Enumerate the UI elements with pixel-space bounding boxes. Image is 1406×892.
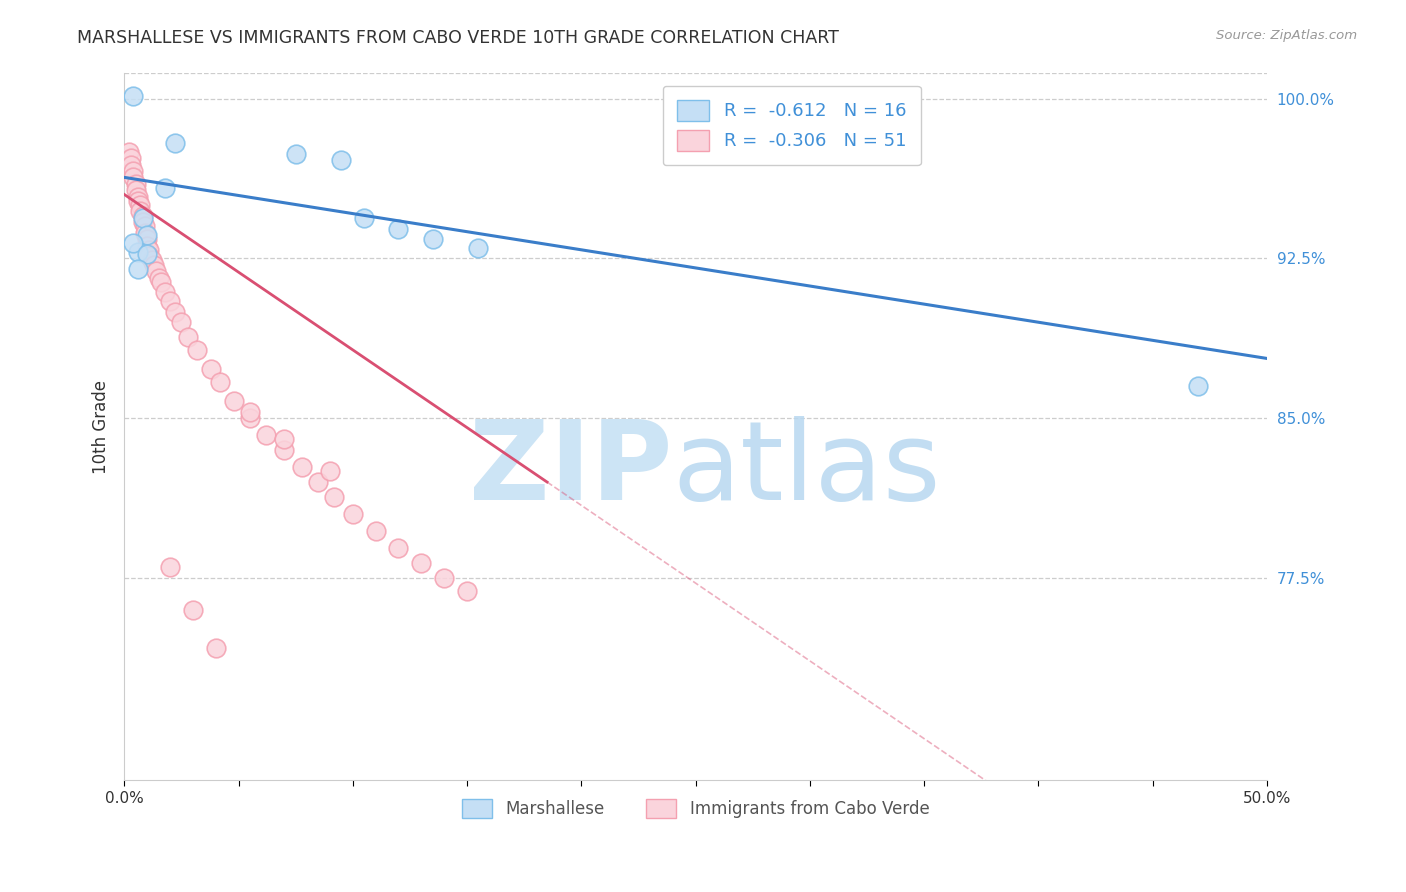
Point	[136, 238, 159, 252]
Point	[148, 270, 170, 285]
Point	[422, 232, 444, 246]
Point	[1187, 379, 1209, 393]
Point	[141, 253, 163, 268]
Point	[155, 285, 177, 300]
Point	[284, 147, 307, 161]
Point	[239, 411, 262, 425]
Text: MARSHALLESE VS IMMIGRANTS FROM CABO VERDE 10TH GRADE CORRELATION CHART: MARSHALLESE VS IMMIGRANTS FROM CABO VERD…	[77, 29, 839, 47]
Point	[122, 89, 145, 103]
Point	[181, 603, 204, 617]
Point	[387, 221, 409, 235]
Point	[149, 275, 172, 289]
Point	[136, 227, 159, 242]
Point	[163, 136, 186, 151]
Point	[200, 362, 222, 376]
Point	[387, 541, 409, 555]
Point	[319, 464, 342, 478]
Point	[323, 490, 346, 504]
Point	[159, 560, 181, 574]
Text: atlas: atlas	[673, 416, 941, 523]
Point	[186, 343, 208, 357]
Point	[122, 164, 145, 178]
Point	[124, 177, 146, 191]
Point	[163, 304, 186, 318]
Point	[136, 232, 159, 246]
Point	[122, 170, 145, 185]
Point	[155, 181, 177, 195]
Point	[433, 571, 456, 585]
Point	[134, 226, 156, 240]
Point	[273, 433, 295, 447]
Point	[138, 243, 160, 257]
Point	[411, 556, 433, 570]
Point	[456, 583, 478, 598]
Point	[131, 209, 153, 223]
Point	[127, 262, 149, 277]
Point	[127, 244, 149, 259]
Point	[204, 641, 226, 656]
Point	[129, 204, 152, 219]
Point	[120, 158, 142, 172]
Point	[124, 183, 146, 197]
Point	[364, 524, 387, 538]
Point	[129, 198, 152, 212]
Point	[170, 315, 193, 329]
Text: ZIP: ZIP	[470, 416, 673, 523]
Point	[136, 247, 159, 261]
Point	[467, 241, 489, 255]
Point	[134, 219, 156, 234]
Point	[138, 249, 160, 263]
Point	[209, 375, 232, 389]
Point	[273, 443, 295, 458]
Y-axis label: 10th Grade: 10th Grade	[93, 380, 110, 474]
Point	[131, 211, 153, 225]
Point	[118, 145, 141, 159]
Point	[177, 330, 200, 344]
Point	[291, 460, 314, 475]
Point	[308, 475, 330, 489]
Legend: Marshallese, Immigrants from Cabo Verde: Marshallese, Immigrants from Cabo Verde	[456, 792, 936, 825]
Point	[342, 507, 364, 521]
Point	[131, 215, 153, 229]
Point	[254, 428, 277, 442]
Point	[145, 264, 167, 278]
Point	[142, 258, 165, 272]
Text: Source: ZipAtlas.com: Source: ZipAtlas.com	[1216, 29, 1357, 43]
Point	[159, 293, 181, 308]
Point	[120, 151, 142, 165]
Point	[122, 236, 145, 251]
Point	[127, 189, 149, 203]
Point	[127, 194, 149, 208]
Point	[239, 405, 262, 419]
Point	[222, 394, 245, 409]
Point	[353, 211, 375, 225]
Point	[330, 153, 353, 168]
